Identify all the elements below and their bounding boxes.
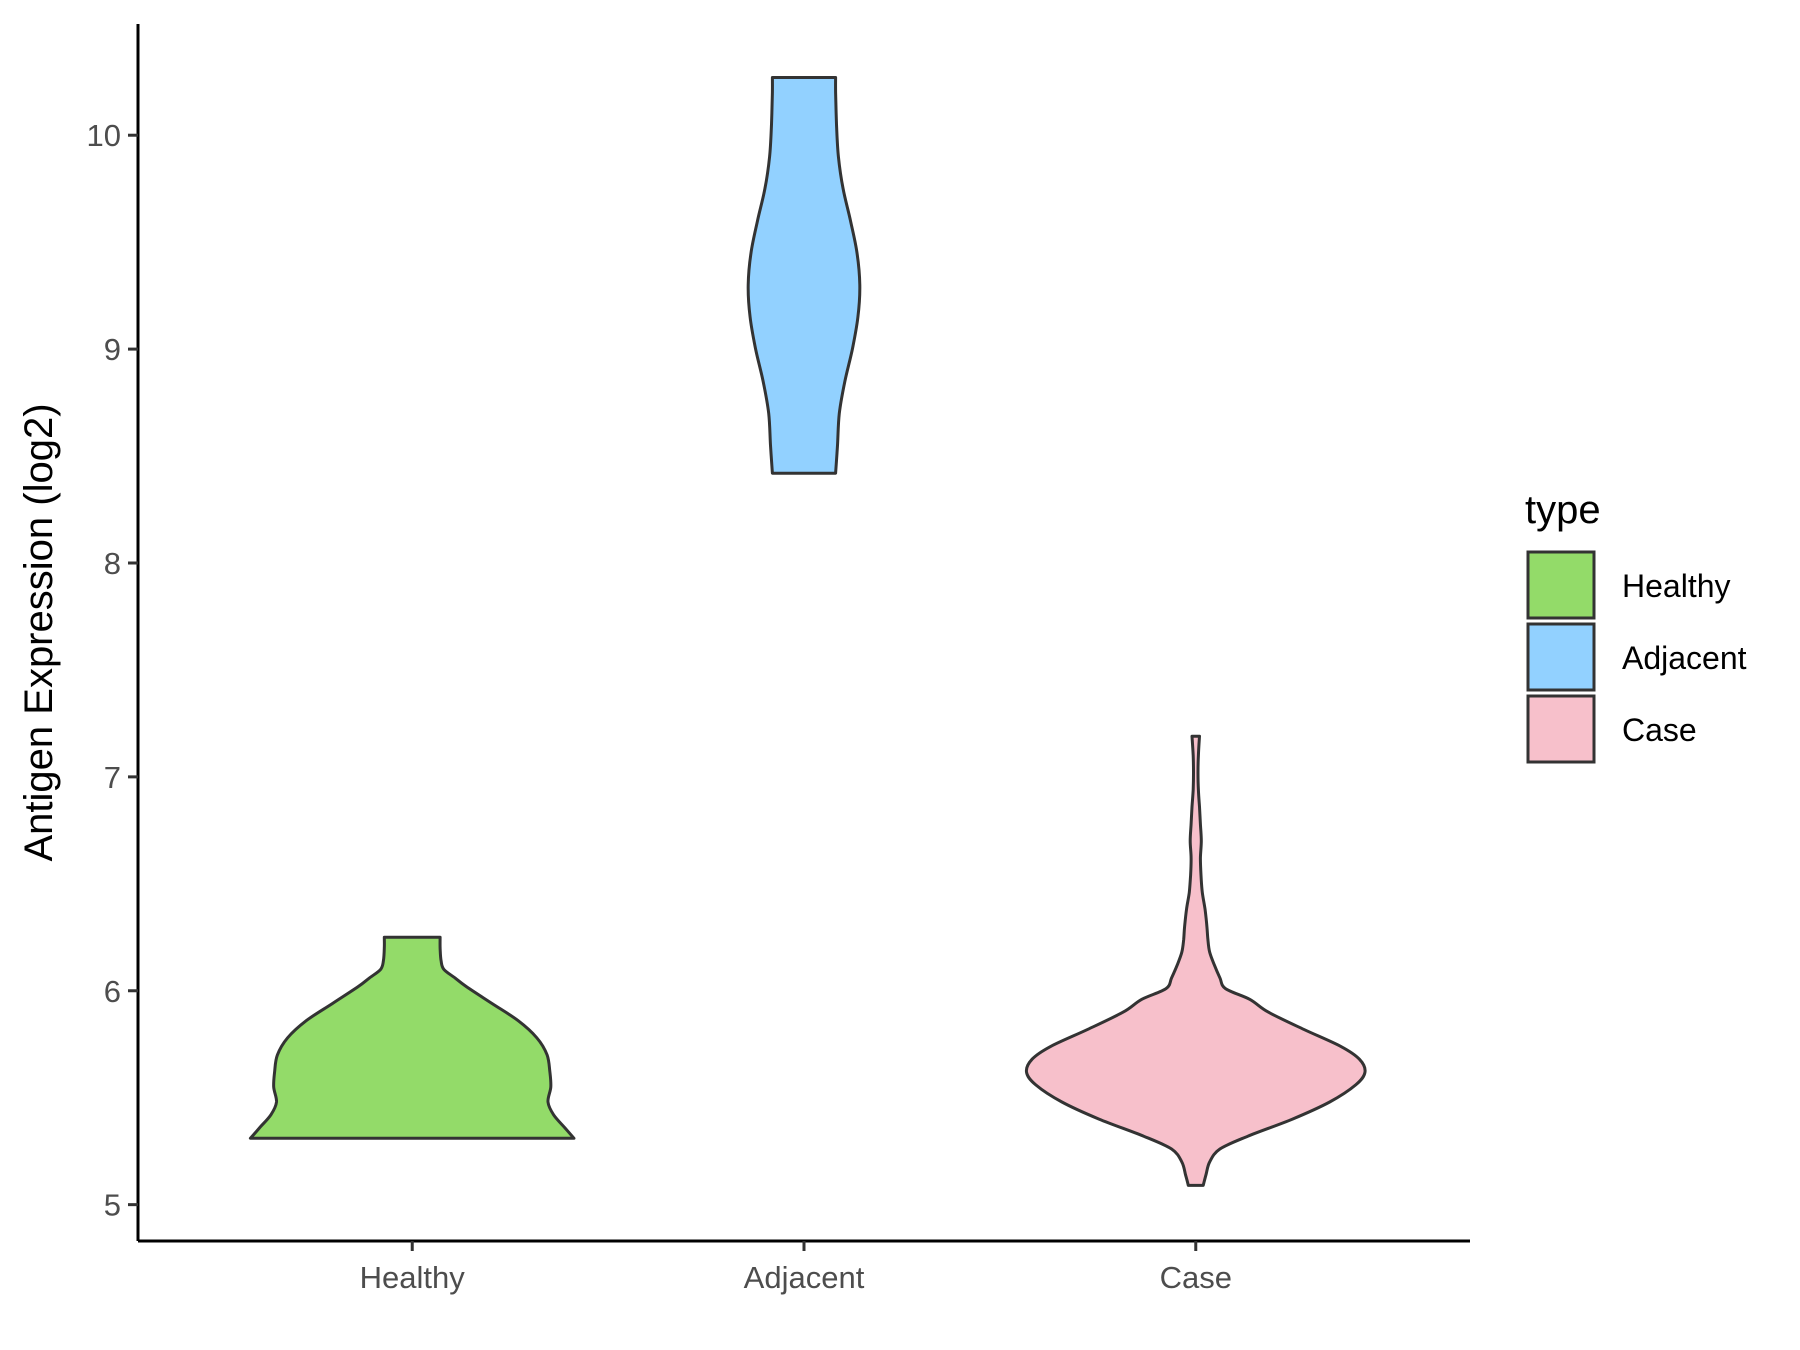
y-axis-title: Antigen Expression (log2) bbox=[17, 403, 61, 861]
y-axis-ticks: 5 6 7 8 9 10 bbox=[87, 118, 138, 1223]
violin-layer bbox=[248, 76, 1367, 1187]
legend-key-healthy bbox=[1526, 550, 1596, 620]
legend-label-case: Case bbox=[1622, 712, 1697, 748]
y-tick-label: 6 bbox=[104, 974, 121, 1009]
legend: type Healthy Adjacent Case bbox=[1525, 488, 1747, 764]
y-tick-label: 8 bbox=[104, 546, 121, 581]
y-tick-label: 9 bbox=[104, 332, 121, 367]
y-tick-label: 5 bbox=[104, 1188, 121, 1223]
violin-case bbox=[1024, 734, 1367, 1187]
x-tick-label: Healthy bbox=[360, 1260, 466, 1295]
x-tick-label: Adjacent bbox=[744, 1260, 865, 1295]
x-tick-label: Case bbox=[1160, 1260, 1232, 1295]
x-axis-ticks: Healthy Adjacent Case bbox=[360, 1241, 1232, 1295]
y-tick-label: 10 bbox=[87, 118, 121, 153]
legend-key-case bbox=[1526, 694, 1596, 764]
y-tick-label: 7 bbox=[104, 760, 121, 795]
violin-healthy bbox=[248, 935, 576, 1140]
legend-items: Healthy Adjacent Case bbox=[1526, 550, 1747, 764]
legend-label-adjacent: Adjacent bbox=[1622, 640, 1747, 676]
violin-adjacent bbox=[746, 76, 862, 475]
legend-label-healthy: Healthy bbox=[1622, 568, 1731, 604]
legend-title: type bbox=[1525, 488, 1601, 532]
legend-key-adjacent bbox=[1526, 622, 1596, 692]
axes: 5 6 7 8 9 10 Healthy Adjacent Case bbox=[87, 24, 1470, 1295]
